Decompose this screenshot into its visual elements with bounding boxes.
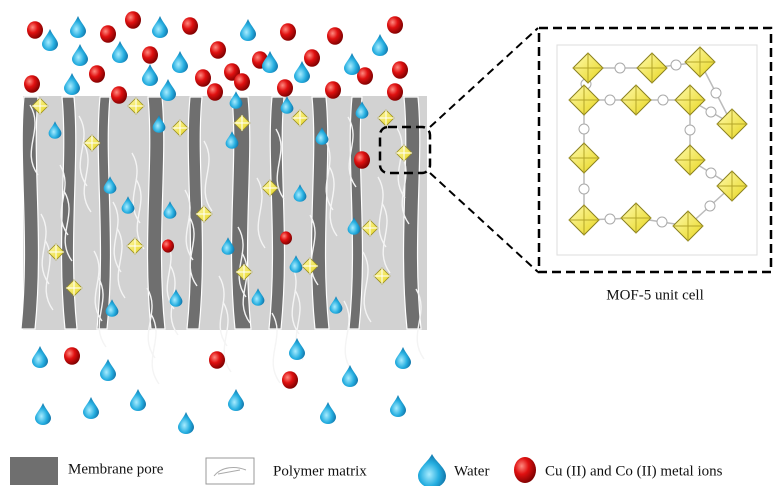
water-drop (100, 359, 116, 381)
water-drop (390, 395, 406, 417)
metal-ion (64, 347, 80, 365)
water-drop (142, 64, 158, 86)
metal-ion (125, 11, 141, 29)
legend-label: Polymer matrix (273, 463, 367, 479)
metal-ion (280, 231, 292, 244)
metal-ion (325, 81, 341, 99)
mof-linker-ring (605, 95, 615, 105)
water-drop (64, 73, 80, 95)
water-drop (130, 389, 146, 411)
metal-ion (387, 83, 403, 101)
membrane (21, 95, 428, 384)
metal-ion (282, 371, 298, 389)
legend-pore-swatch (10, 457, 58, 485)
mof-linker-ring (579, 124, 589, 134)
metal-ion (207, 83, 223, 101)
mof-linker-ring (615, 63, 625, 73)
mof-linker-ring (685, 125, 695, 135)
water-drop (160, 79, 176, 101)
mof-linker-ring (706, 168, 716, 178)
inset-caption: MOF-5 unit cell (606, 287, 704, 303)
metal-ion (27, 21, 43, 39)
water-drop (70, 16, 86, 38)
metal-ion (327, 27, 343, 45)
mof-linker-ring (711, 88, 721, 98)
water-drop (178, 412, 194, 434)
polymer-matrix (22, 95, 428, 331)
water-drop (230, 91, 243, 109)
water-drop (395, 347, 411, 369)
legend: Membrane pore Polymer matrix Water Cu (I… (10, 454, 723, 486)
mof-linker-ring (706, 107, 716, 117)
metal-ion (195, 69, 211, 87)
leader-line (430, 173, 538, 272)
water-drop (152, 16, 168, 38)
figure: MOF-5 unit cell Membrane pore Polymer ma… (0, 0, 773, 486)
water-drop (240, 19, 256, 41)
metal-ion (210, 41, 226, 59)
metal-ion (387, 16, 403, 34)
water-drop (112, 41, 128, 63)
water-drop (228, 389, 244, 411)
metal-ion (234, 73, 250, 91)
mof-linker-ring (658, 95, 668, 105)
mof-linker-ring (671, 60, 681, 70)
water-drop (344, 53, 360, 75)
legend-label: Cu (II) and Co (II) metal ions (545, 463, 723, 479)
water-drop (372, 34, 388, 56)
mof-linker-ring (605, 214, 615, 224)
water-drop (35, 403, 51, 425)
water-drop (320, 402, 336, 424)
metal-ion (209, 351, 225, 369)
water-drop (289, 338, 305, 360)
mof-linker-ring (657, 217, 667, 227)
metal-ion (162, 239, 174, 252)
metal-ion (142, 46, 158, 64)
legend-water-icon (418, 454, 446, 486)
metal-ion (304, 49, 320, 67)
leader-line (430, 28, 538, 127)
legend-label: Water (454, 463, 489, 479)
metal-ion (24, 75, 40, 93)
water-drop (72, 44, 88, 66)
water-drop (342, 365, 358, 387)
pore (232, 97, 251, 329)
metal-ion (354, 151, 370, 169)
mof-linker-ring (579, 184, 589, 194)
legend-matrix-swatch (206, 458, 254, 484)
metal-ion (277, 79, 293, 97)
metal-ion (111, 86, 127, 104)
pore (21, 97, 38, 329)
metal-ion (182, 17, 198, 35)
water-drop (42, 29, 58, 51)
metal-ion (392, 61, 408, 79)
metal-ion (89, 65, 105, 83)
mof-linker-ring (705, 201, 715, 211)
legend-label: Membrane pore (68, 461, 164, 477)
metal-ion (100, 25, 116, 43)
metal-ion (280, 23, 296, 41)
water-drop (83, 397, 99, 419)
water-drop (32, 346, 48, 368)
legend-ion-icon (514, 457, 536, 483)
water-drop (172, 51, 188, 73)
